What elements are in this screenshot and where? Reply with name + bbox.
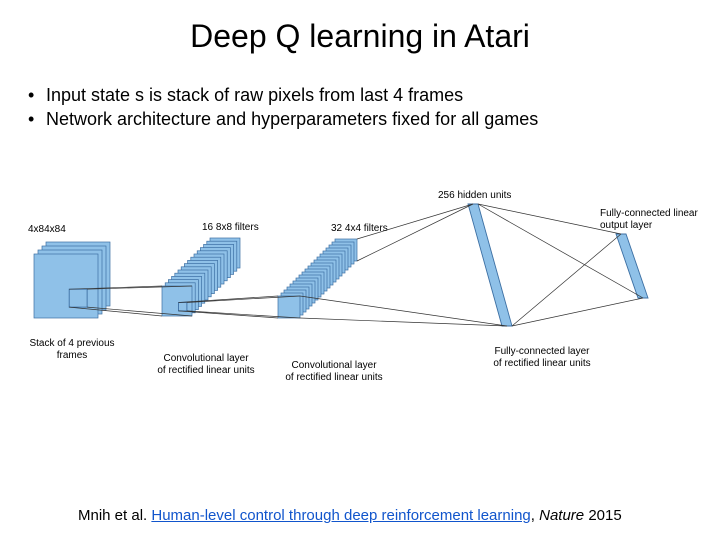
svg-text:Fully-connected linear: Fully-connected linear bbox=[600, 208, 698, 219]
citation: Mnih et al. Human-level control through … bbox=[78, 507, 622, 524]
citation-author: Mnih et al. bbox=[78, 507, 147, 524]
bullet-item: Input state s is stack of raw pixels fro… bbox=[28, 83, 720, 107]
svg-text:of rectified linear units: of rectified linear units bbox=[157, 365, 254, 376]
bullet-item: Network architecture and hyperparameters… bbox=[28, 107, 720, 131]
citation-journal: Nature bbox=[539, 507, 584, 524]
svg-text:4x84x84: 4x84x84 bbox=[28, 224, 66, 235]
page-title: Deep Q learning in Atari bbox=[0, 0, 720, 55]
svg-text:frames: frames bbox=[57, 350, 88, 361]
svg-text:Convolutional layer: Convolutional layer bbox=[291, 360, 377, 371]
svg-text:of rectified linear units: of rectified linear units bbox=[285, 372, 382, 383]
svg-text:of rectified linear units: of rectified linear units bbox=[493, 358, 590, 369]
svg-text:output layer: output layer bbox=[600, 220, 653, 231]
svg-text:Stack of 4 previous: Stack of 4 previous bbox=[29, 338, 114, 349]
citation-link[interactable]: Human-level control through deep reinfor… bbox=[151, 507, 530, 524]
svg-text:Convolutional layer: Convolutional layer bbox=[163, 353, 249, 364]
svg-text:256 hidden units: 256 hidden units bbox=[438, 190, 511, 201]
citation-year: 2015 bbox=[588, 507, 621, 524]
svg-text:16 8x8 filters: 16 8x8 filters bbox=[202, 222, 259, 233]
bullet-list: Input state s is stack of raw pixels fro… bbox=[28, 83, 720, 132]
architecture-diagram: 4x84x8416 8x8 filters32 4x4 filters256 h… bbox=[0, 180, 720, 480]
svg-text:Fully-connected layer: Fully-connected layer bbox=[494, 346, 590, 357]
